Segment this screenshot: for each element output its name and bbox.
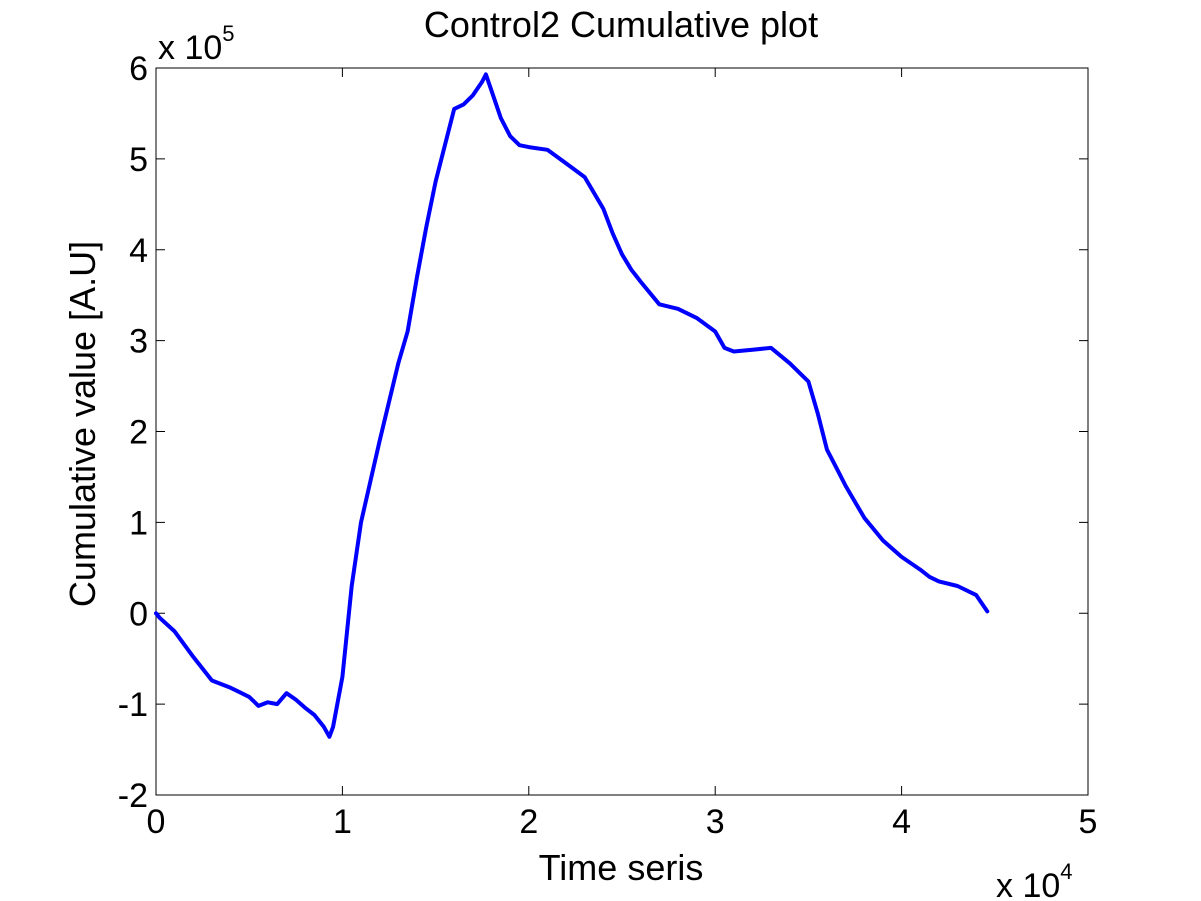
chart-title: Control2 Cumulative plot bbox=[424, 4, 818, 45]
y-tick-label: 5 bbox=[129, 141, 148, 179]
y-tick-label: 6 bbox=[129, 50, 148, 88]
x-multiplier-exponent: 4 bbox=[1060, 859, 1072, 884]
x-tick-label: 5 bbox=[1079, 803, 1098, 841]
x-multiplier: x 104 bbox=[996, 859, 1073, 901]
y-tick-label: 1 bbox=[129, 504, 148, 542]
y-tick-label: -1 bbox=[118, 686, 148, 724]
x-tick-label: 1 bbox=[333, 803, 352, 841]
x-tick-label: 4 bbox=[892, 803, 911, 841]
y-tick-label: 3 bbox=[129, 323, 148, 361]
x-tick-label: 0 bbox=[147, 803, 166, 841]
y-tick-label: 4 bbox=[129, 232, 148, 270]
x-tick-label: 2 bbox=[519, 803, 538, 841]
x-multiplier-base: x 10 bbox=[996, 867, 1060, 901]
y-axis-label: Cumulative value [A.U] bbox=[62, 241, 103, 607]
plot-area: 0 1 2 3 4 5 -2 -1 0 1 2 3 4 5 6 bbox=[118, 50, 1098, 841]
x-axis-label: Time seris bbox=[539, 847, 704, 888]
x-tick-label: 3 bbox=[706, 803, 725, 841]
y-tick-label: 0 bbox=[129, 595, 148, 633]
y-multiplier-base: x 10 bbox=[158, 29, 222, 67]
y-tick-label: -2 bbox=[118, 777, 148, 815]
y-multiplier: x 105 bbox=[158, 21, 235, 67]
y-tick-label: 2 bbox=[129, 414, 148, 452]
cumulative-series-line bbox=[154, 72, 990, 739]
y-multiplier-exponent: 5 bbox=[222, 21, 234, 46]
